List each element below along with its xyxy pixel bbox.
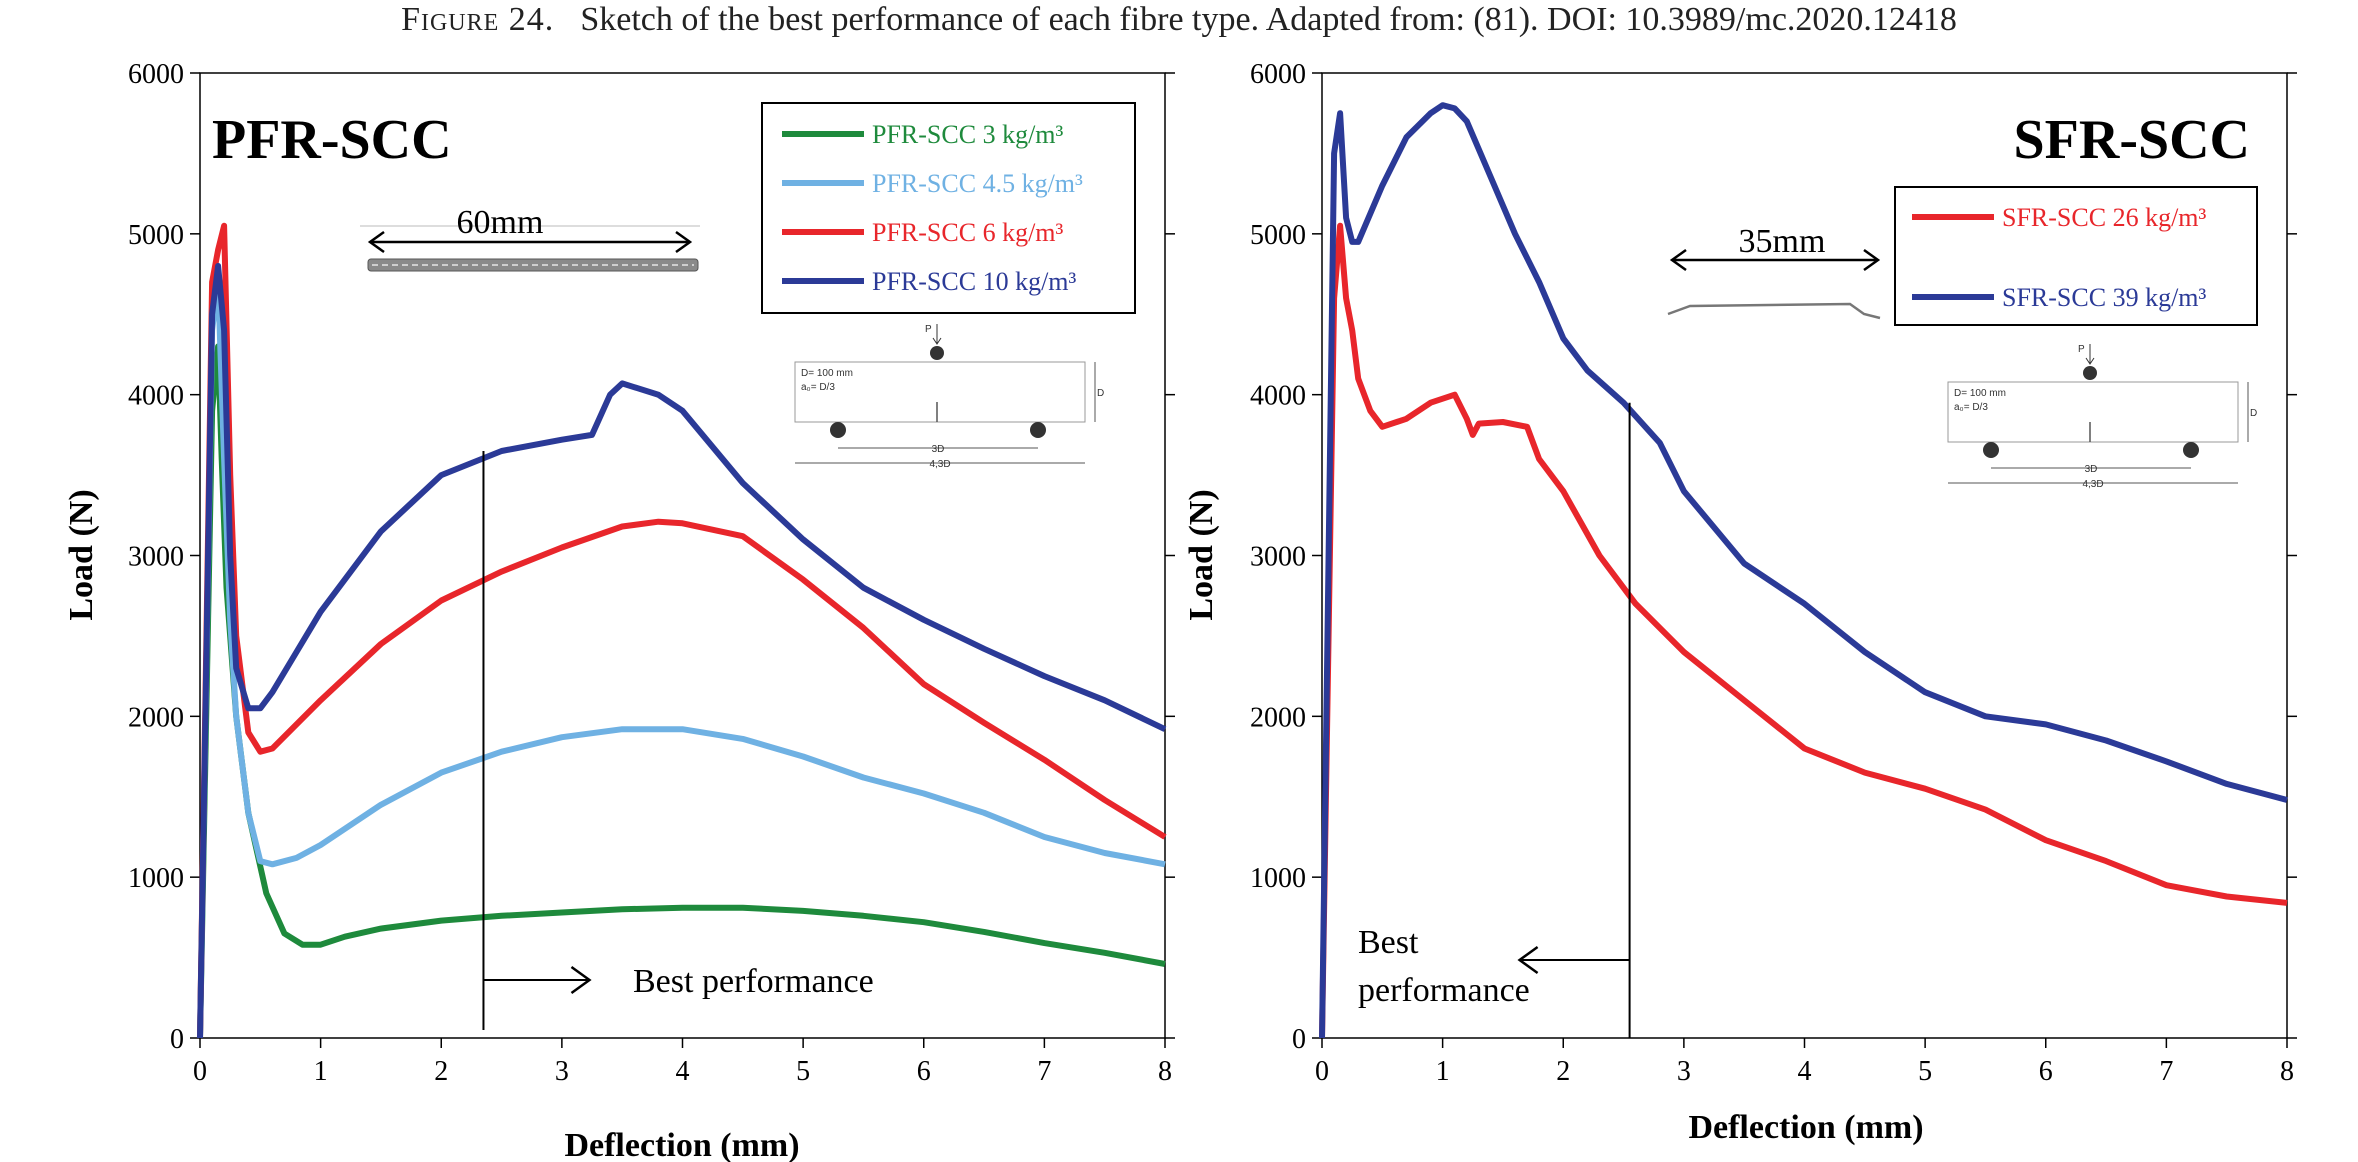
x-tick-label: 6 [2039,1056,2053,1087]
series-lines [197,222,1167,1039]
fibre-sketch-60mm: 60mm [360,204,700,272]
y-tick-label: 6000 [1250,59,1306,90]
x-tick-label: 0 [1315,1056,1329,1087]
schematic-load-label: P [2078,344,2085,355]
load-point [930,346,944,360]
best-performance-arrowhead [570,965,592,995]
schematic-depth-text: D= 100 mm [1954,388,2006,399]
x-tick-label: 3 [1677,1056,1691,1087]
fibre-length-label: 60mm [457,204,544,241]
y-tick-label: 5000 [1250,220,1306,251]
load-point [2083,366,2097,380]
series-line [197,279,1166,1039]
x-tick-label: 1 [314,1056,328,1087]
y-tick-label: 1000 [1250,863,1306,894]
y-tick-label: 1000 [128,863,184,894]
y-tick-label: 0 [1292,1024,1306,1055]
best-performance-label: Best performance [633,963,874,1000]
x-tick-label: 7 [2159,1056,2173,1087]
beam-rect [1947,381,2239,443]
support-right [1030,422,1046,438]
schematic-depth-text: D= 100 mm [801,368,853,379]
fibre-length-label: 35mm [1739,223,1826,260]
panel-title: PFR-SCC [212,109,452,171]
x-axis-title: Deflection (mm) [564,1127,799,1162]
axis-ticks: 0 1 2 3 4 5 6 7 8 0 1000 2000 3000 4000 5000 6000 [128,59,1175,1087]
legend-label: PFR-SCC 10 kg/m³ [872,267,1077,296]
x-tick-label: 8 [1158,1056,1172,1087]
y-tick-label: 4000 [128,381,184,412]
schematic-span-label: 3D [2085,464,2098,475]
series-line [1319,222,2288,1039]
legend-label: PFR-SCC 4.5 kg/m³ [872,169,1083,198]
axis-ticks: 0 1 2 3 4 5 6 7 8 0 1000 2000 3000 4000 5000 6000 [1250,59,2297,1087]
legend-box [1894,186,2258,326]
y-tick-label: 0 [170,1024,184,1055]
caption-label: Figure 24. [401,1,555,38]
x-tick-label: 2 [1556,1056,1570,1087]
legend: PFR-SCC 3 kg/m³ PFR-SCC 4.5 kg/m³ PFR-SCC … [761,102,1136,314]
beam-schematic: P D= 100 mm a₀= D/3 D 3D 4,3D [794,324,1104,470]
y-axis-title: Load (N) [63,489,100,620]
legend-label: SFR-SCC 26 kg/m³ [2002,203,2207,232]
y-tick-label: 5000 [128,220,184,251]
fibre-sketch-35mm: 35mm [1667,223,1881,320]
beam-schematic: P D= 100 mm a₀= D/3 D 3D 4,3D [1947,344,2257,490]
schematic-length-label: 4,3D [929,459,950,470]
x-tick-label: 6 [917,1056,931,1087]
x-tick-label: 5 [796,1056,810,1087]
support-right [2183,442,2199,458]
y-tick-label: 3000 [128,542,184,573]
series-line [1319,102,2288,1039]
x-tick-label: 5 [1918,1056,1932,1087]
schematic-load-label: P [925,324,932,335]
schematic-length-label: 4,3D [2082,479,2103,490]
legend: SFR-SCC 26 kg/m³ SFR-SCC 39 kg/m³ [1894,186,2258,326]
legend-label: PFR-SCC 6 kg/m³ [872,218,1064,247]
schematic-d-label: D [2250,408,2257,419]
best-performance-label-line-1: Best [1358,924,1419,961]
x-tick-label: 4 [1798,1056,1812,1087]
y-axis-title: Load (N) [1183,489,1220,620]
support-left [1983,442,1999,458]
y-tick-label: 2000 [128,702,184,733]
schematic-d-label: D [1097,388,1104,399]
best-performance-arrowhead [1517,945,1539,975]
x-tick-label: 2 [434,1056,448,1087]
schematic-notch-text: a₀= D/3 [1954,402,1988,413]
best-performance-label-line-2: performance [1358,972,1530,1009]
y-tick-label: 6000 [128,59,184,90]
figure-caption: Figure 24. Sketch of the best performance… [0,0,2358,50]
schematic-notch-text: a₀= D/3 [801,382,835,393]
x-tick-label: 7 [1037,1056,1051,1087]
x-tick-label: 1 [1436,1056,1450,1087]
pfr-scc-panel: 0 1 2 3 4 5 6 7 8 0 1000 2000 3000 4000 5000 6000 Best … [63,59,1175,1162]
series-line [197,222,1167,1039]
legend-label: PFR-SCC 3 kg/m³ [872,120,1064,149]
caption-text: Sketch of the best performance of each f… [580,1,1957,38]
x-tick-label: 8 [2280,1056,2294,1087]
schematic-span-label: 3D [932,444,945,455]
panel-title: SFR-SCC [2014,109,2250,171]
beam-rect [794,361,1086,423]
y-tick-label: 3000 [1250,542,1306,573]
series-lines [1319,102,2288,1039]
series-line [197,263,1167,1039]
legend-label: SFR-SCC 39 kg/m³ [2002,283,2207,312]
x-axis-title: Deflection (mm) [1688,1109,1923,1146]
x-tick-label: 4 [676,1056,690,1087]
y-tick-label: 2000 [1250,702,1306,733]
series-line [197,343,1166,1039]
x-tick-label: 0 [193,1056,207,1087]
x-tick-label: 3 [555,1056,569,1087]
y-tick-label: 4000 [1250,381,1306,412]
support-left [830,422,846,438]
